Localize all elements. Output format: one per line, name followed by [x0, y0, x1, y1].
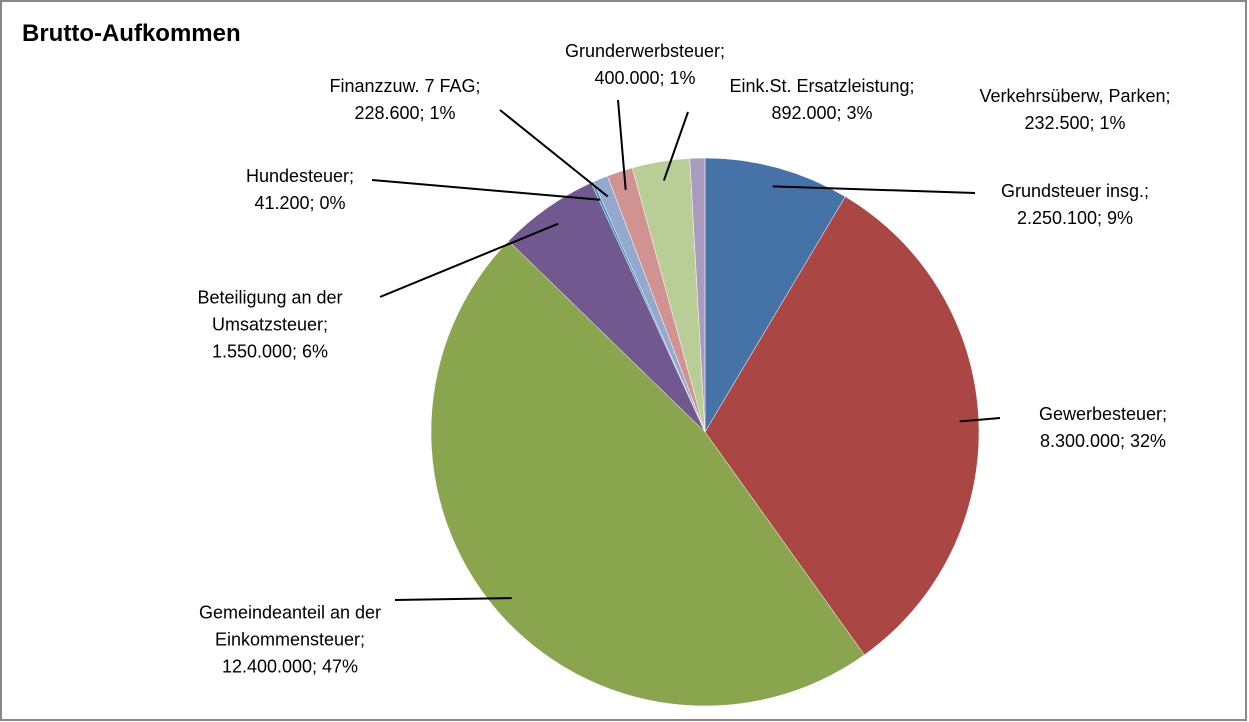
slice-value: 2.250.100; 9% [1016, 208, 1134, 228]
slice-value: 228.600; 1% [354, 103, 456, 123]
data-label: Beteiligung an der Umsatzsteuer; 1.550.0… [170, 285, 370, 366]
slice-value: 41.200; 0% [254, 193, 346, 213]
data-label: Hundesteuer; 41.200; 0% [220, 163, 380, 217]
slice-name: Beteiligung an der Umsatzsteuer; [197, 287, 343, 335]
data-label: Finanzzuw. 7 FAG; 228.600; 1% [305, 73, 505, 127]
slice-name: Grundsteuer insg.; [1000, 181, 1150, 201]
slice-value: 232.500; 1% [1024, 113, 1126, 133]
leader-line [379, 222, 559, 298]
slice-value: 8.300.000; 32% [1039, 431, 1167, 451]
pie-slice [704, 157, 846, 433]
leader-line [499, 109, 609, 198]
slice-name: Gewerbesteuer; [1038, 404, 1168, 424]
data-label: Verkehrsüberw, Parken; 232.500; 1% [970, 83, 1180, 137]
slice-value: 400.000; 1% [594, 68, 696, 88]
slice-value: 892.000; 3% [771, 103, 873, 123]
pie-slice [430, 240, 865, 707]
slice-name: Grunderwerbsteuer; [564, 41, 726, 61]
data-label: Grunderwerbsteuer; 400.000; 1% [535, 38, 755, 92]
leader-line [371, 179, 601, 201]
leader-line [772, 185, 976, 194]
leader-line [617, 99, 627, 190]
data-label: Gewerbesteuer; 8.300.000; 32% [1003, 401, 1203, 455]
slice-name: Verkehrsüberw, Parken; [979, 86, 1171, 106]
slice-name: Gemeindeanteil an der Einkommensteuer; [198, 602, 382, 650]
data-label: Grundsteuer insg.; 2.250.100; 9% [965, 178, 1185, 232]
data-label: Eink.St. Ersatzleistung; 892.000; 3% [697, 73, 947, 127]
chart-title: Brutto-Aufkommen [22, 20, 241, 47]
leader-line [959, 417, 1001, 423]
slice-name: Hundesteuer; [245, 166, 355, 186]
slice-name: Finanzzuw. 7 FAG; [329, 76, 481, 96]
leader-line [662, 111, 689, 181]
leader-line [394, 597, 512, 601]
slice-name: Eink.St. Ersatzleistung; [729, 76, 915, 96]
data-label: Gemeindeanteil an der Einkommensteuer; 1… [190, 600, 390, 681]
slice-value: 12.400.000; 47% [221, 656, 359, 677]
slice-value: 1.550.000; 6% [211, 341, 329, 362]
pie-slice [689, 157, 706, 433]
